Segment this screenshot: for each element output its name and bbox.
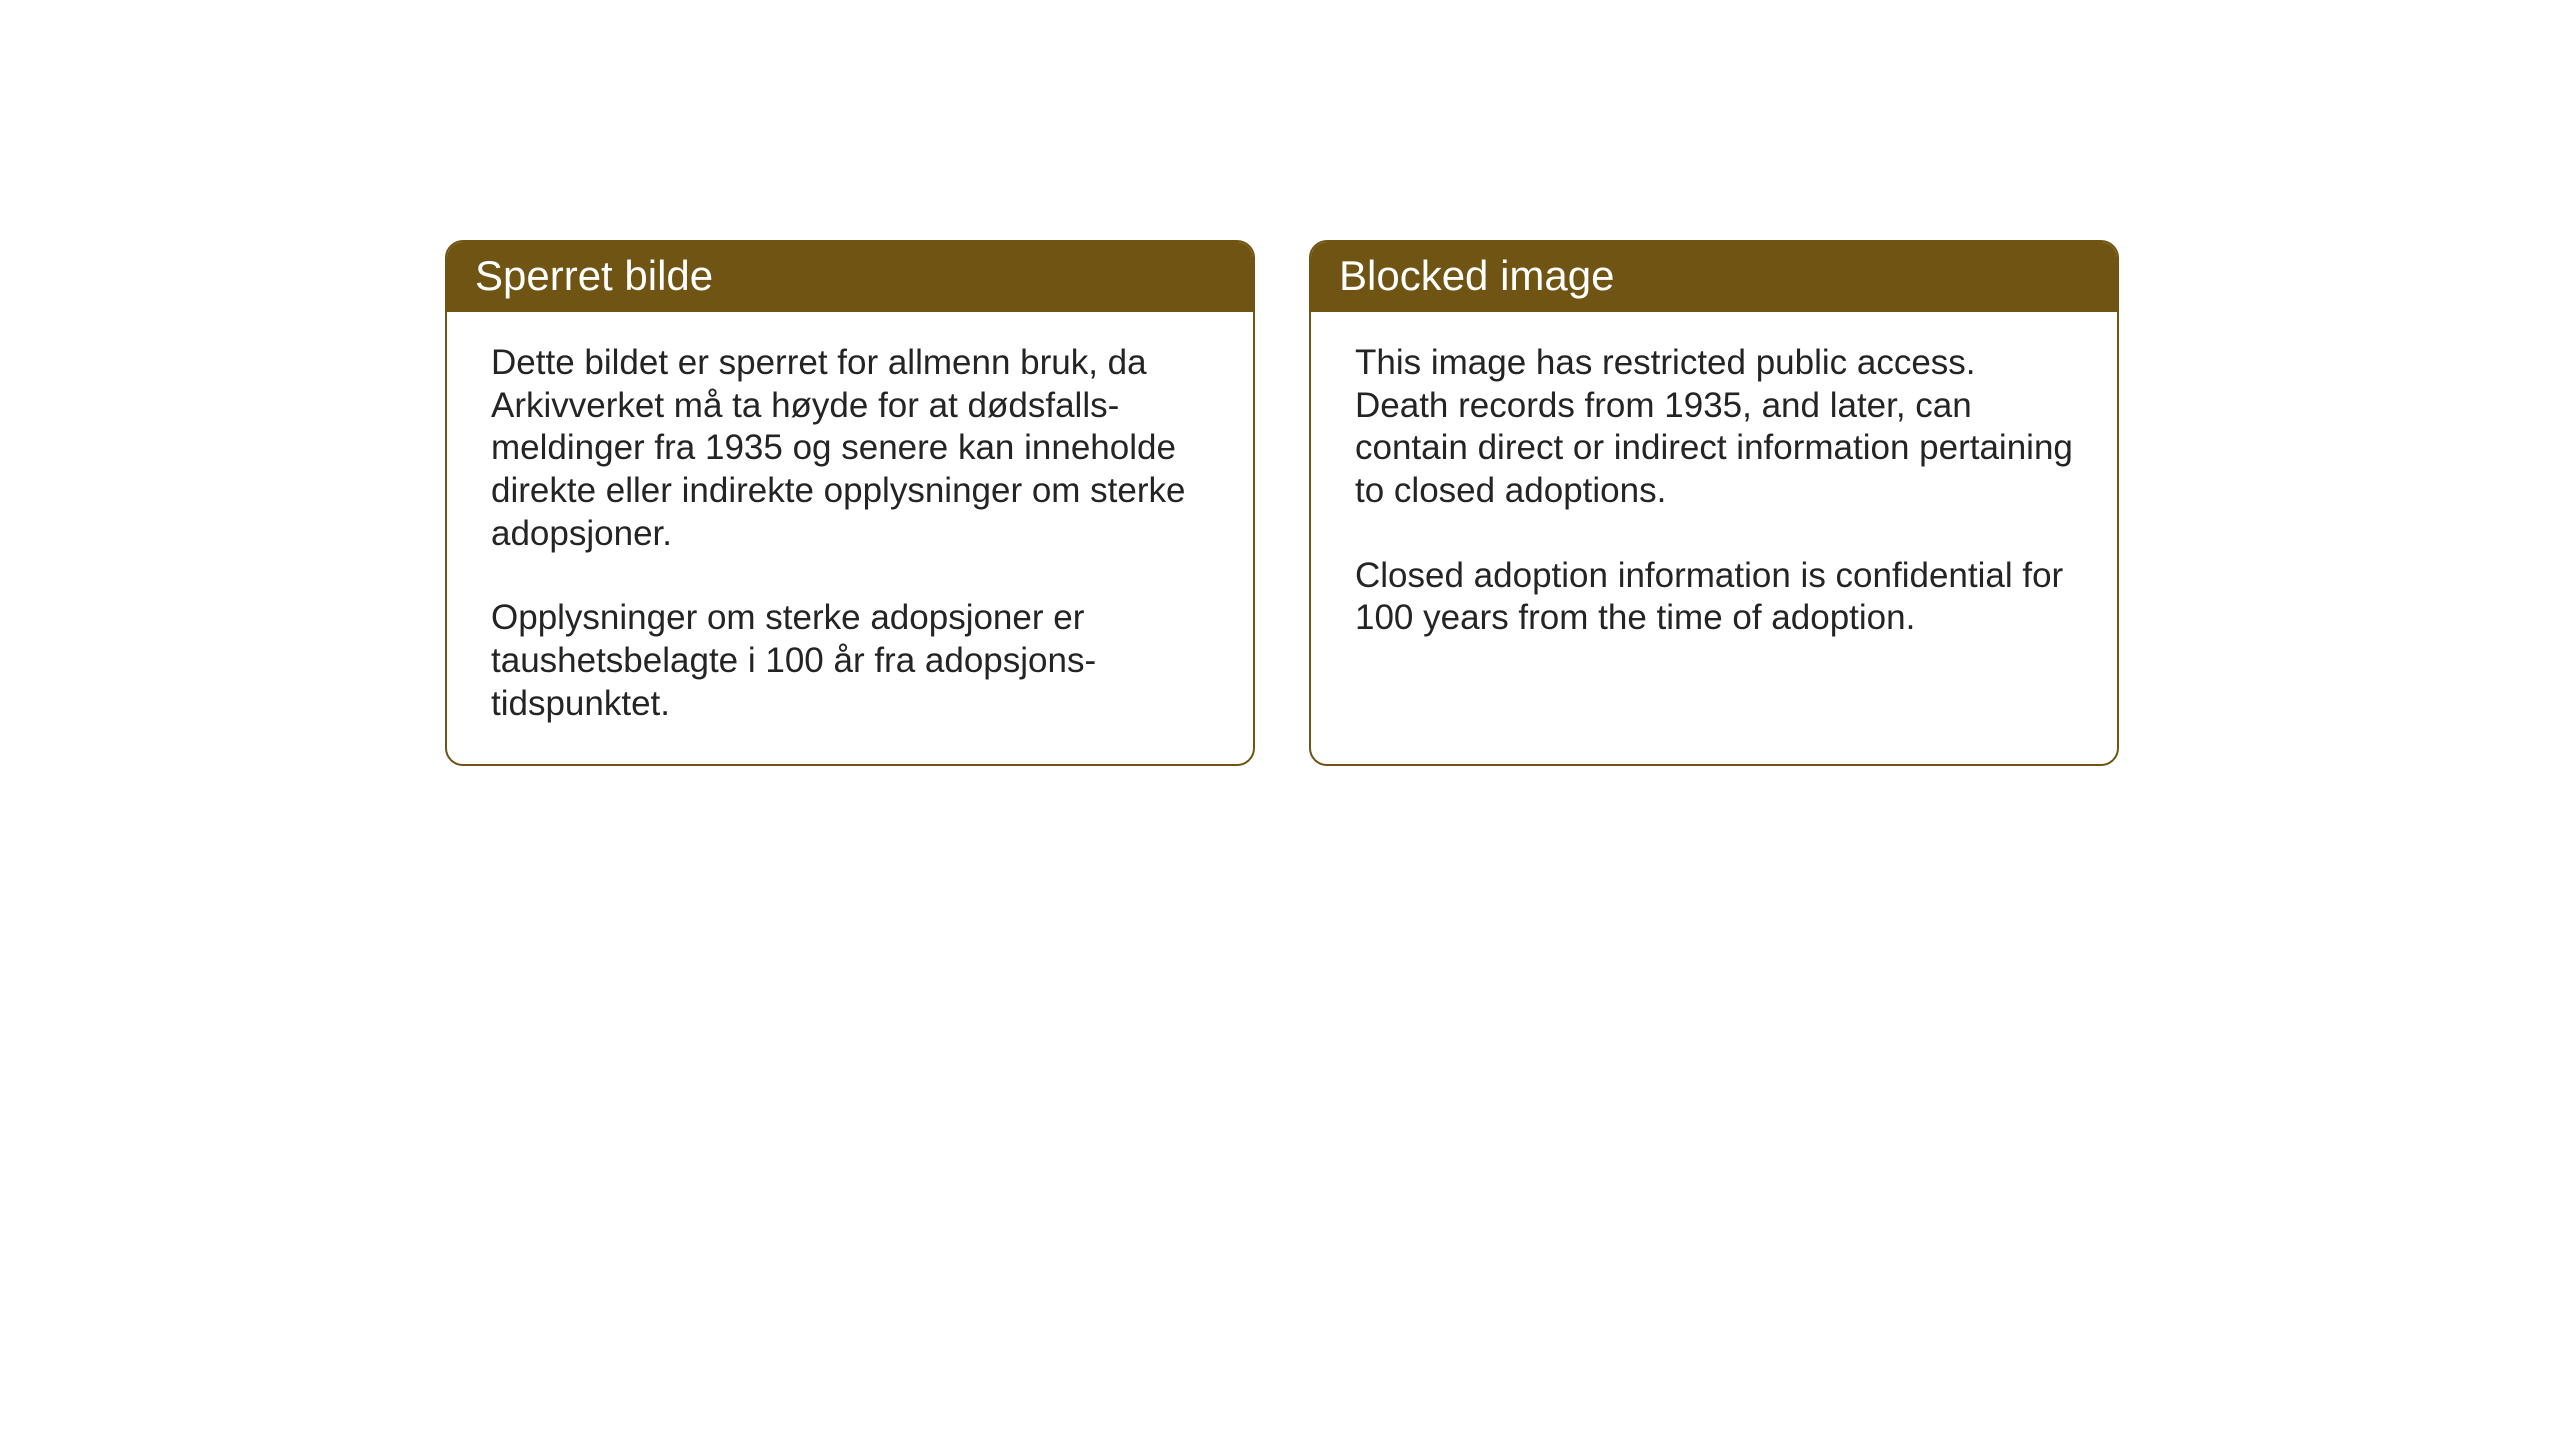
- english-paragraph-2: Closed adoption information is confident…: [1355, 555, 2073, 640]
- cards-container: Sperret bilde Dette bildet er sperret fo…: [445, 240, 2119, 766]
- english-card: Blocked image This image has restricted …: [1309, 240, 2119, 766]
- english-card-title: Blocked image: [1311, 242, 2117, 312]
- norwegian-card: Sperret bilde Dette bildet er sperret fo…: [445, 240, 1255, 766]
- norwegian-card-title: Sperret bilde: [447, 242, 1253, 312]
- norwegian-paragraph-1: Dette bildet er sperret for allmenn bruk…: [491, 342, 1209, 555]
- english-paragraph-1: This image has restricted public access.…: [1355, 342, 2073, 513]
- norwegian-card-body: Dette bildet er sperret for allmenn bruk…: [447, 312, 1253, 764]
- english-card-body: This image has restricted public access.…: [1311, 312, 2117, 678]
- norwegian-paragraph-2: Opplysninger om sterke adopsjoner er tau…: [491, 597, 1209, 725]
